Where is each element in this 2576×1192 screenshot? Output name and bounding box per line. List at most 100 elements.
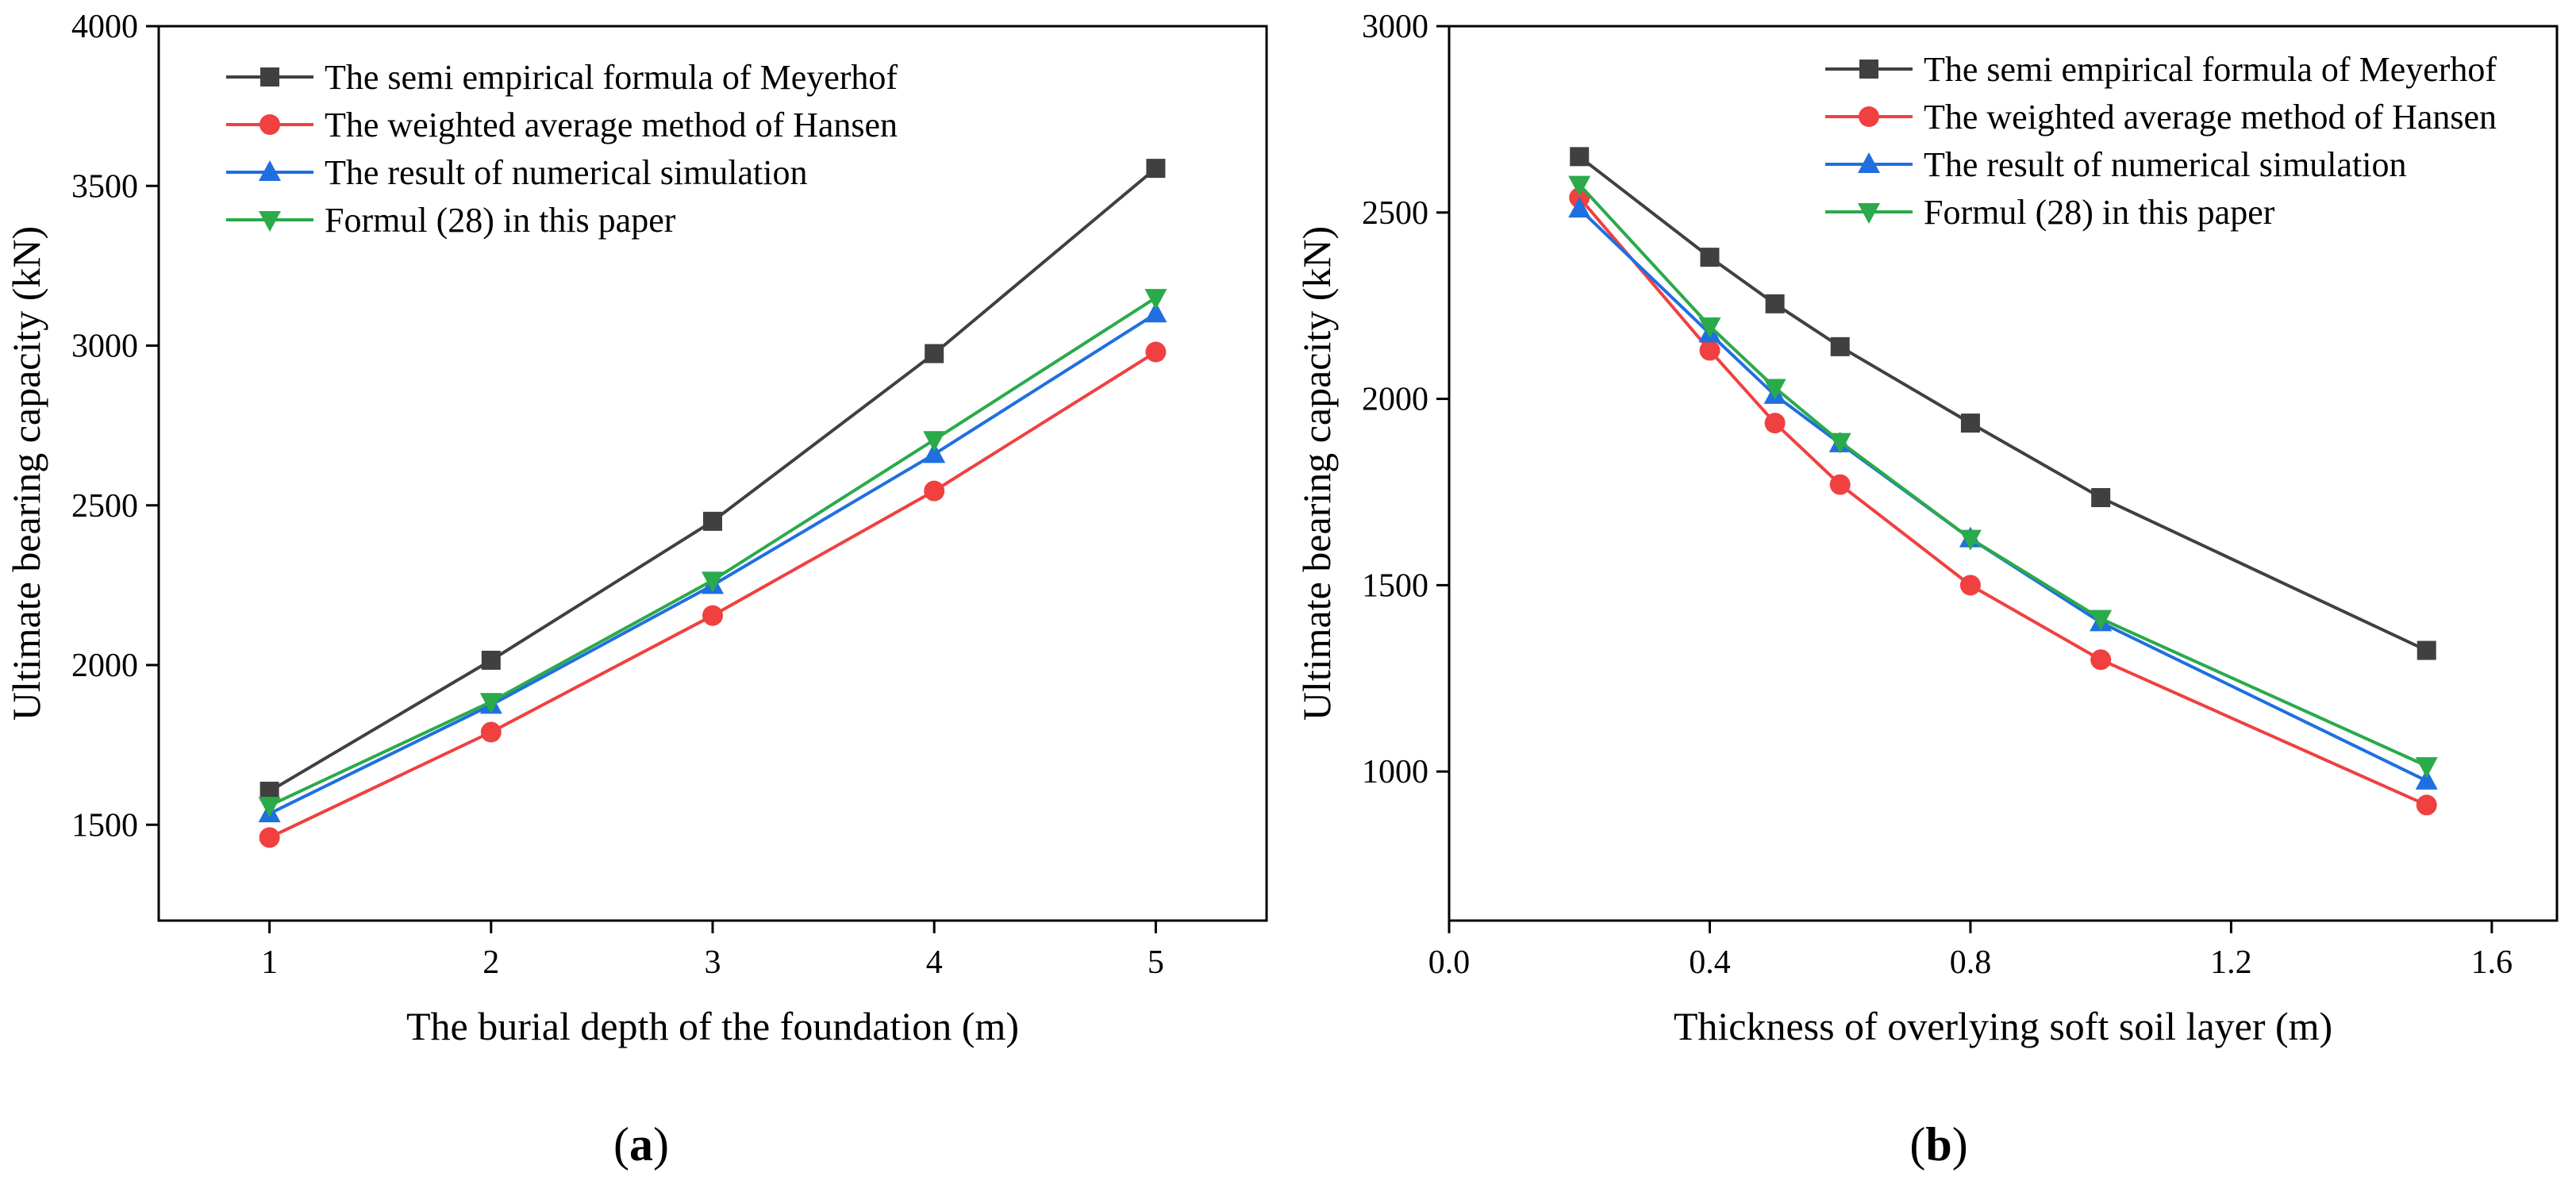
panel-b-data-point <box>2090 609 2113 631</box>
panel-a-y-tick-label: 3500 <box>71 168 138 205</box>
panel-a-series-the-semi-empirical-formula-of-meyerhof <box>260 159 1166 801</box>
panel-a-caption: (a) <box>613 1118 669 1171</box>
panel-b-data-point <box>2416 794 2437 816</box>
panel-b-series-formul-28-in-this-paper <box>1568 175 2438 779</box>
panel-a-y-axis-title: Ultimate bearing capacity (kN) <box>4 226 48 721</box>
panel-b-y-tick-label: 1500 <box>1362 567 1428 604</box>
panel-a-y-tick-label: 3000 <box>71 329 138 365</box>
panel-a-data-point <box>479 693 502 714</box>
panel-a-data-point <box>923 442 946 463</box>
panel-b-data-point <box>1765 294 1785 313</box>
panel-a-series-line <box>268 167 1157 793</box>
panel-b-y-tick-label: 3000 <box>1362 9 1428 45</box>
panel-b-legend-marker <box>1858 203 1880 224</box>
panel-b-series-line <box>1578 183 2428 767</box>
panel-b-data-point <box>1959 529 1982 551</box>
panel-a-y-tick-label: 4000 <box>71 9 138 45</box>
panel-a-legend: The semi empirical formula of Meyerhof Th… <box>226 58 898 240</box>
panel-a-legend-label: The semi empirical formula of Meyerhof <box>325 58 898 97</box>
panel-b-x-tick-label: 0.8 <box>1950 944 1992 981</box>
panel-a-y-tick-label: 2000 <box>71 648 138 684</box>
panel-a-y-tick-label: 1500 <box>71 807 138 844</box>
panel-b-series-line <box>1578 196 2428 807</box>
panel-b-data-point <box>1829 474 1851 495</box>
panel-b-caption-letter: b <box>1925 1118 1951 1171</box>
panel-b-x-tick-label: 0.4 <box>1689 944 1731 981</box>
panel-a-legend-label: Formul (28) in this paper <box>325 201 676 240</box>
panel-a-data-point <box>480 721 502 743</box>
panel-a-legend-marker <box>260 67 279 87</box>
panel-b-y-tick-label: 1000 <box>1362 754 1428 790</box>
panel-a-data-point <box>923 431 946 452</box>
panel-a-x-tick-label: 2 <box>483 944 499 981</box>
panel-a-legend-label: The result of numerical simulation <box>325 153 808 192</box>
panel-b-legend-label: The weighted average method of Hansen <box>1924 98 2497 137</box>
panel-a-x-tick-label: 1 <box>261 944 278 981</box>
panel-a-data-point <box>702 571 724 593</box>
panel-b-series-the-semi-empirical-formula-of-meyerhof <box>1570 147 2436 660</box>
panel-b-x-tick-label: 1.6 <box>2471 944 2513 981</box>
panel-b-legend-marker <box>1859 106 1879 127</box>
panel-b-legend-marker <box>1858 152 1880 173</box>
panel-b-data-point <box>2091 488 2111 508</box>
panel-a-data-point <box>1146 159 1166 179</box>
panel-b-data-point <box>2416 640 2436 660</box>
panel-a-data-point <box>259 827 280 848</box>
panel-b-y-axis-title: Ultimate bearing capacity (kN) <box>1294 226 1339 721</box>
panel-a-data-point <box>702 605 723 626</box>
panel-a-x-tick-label: 4 <box>926 944 943 981</box>
panel-a-data-point <box>1144 302 1167 323</box>
panel-a-legend-label: The weighted average method of Hansen <box>325 106 898 144</box>
panel-b-data-point <box>1959 575 1981 596</box>
panel-a-data-point <box>258 797 281 818</box>
panel-a-caption-letter: a <box>629 1118 653 1171</box>
panel-b-data-point <box>1764 413 1786 434</box>
panel-a-legend-marker <box>259 160 281 181</box>
panel-b-y-tick-label: 2500 <box>1362 195 1428 232</box>
panel-b-data-point <box>2415 768 2438 790</box>
panel-b-chart: (b) 0.0 0.4 0.8 1.2 1.6 1000 1500 2000 2500 3000 T… <box>1294 9 2559 1171</box>
panel-b-legend: The semi empirical formula of Meyerhof Th… <box>1825 50 2497 232</box>
panel-b-data-point <box>1828 433 1851 454</box>
panel-b-series-line <box>1578 207 2428 782</box>
panel-b-data-point <box>2090 649 2112 671</box>
panel-a-data-point <box>703 511 722 531</box>
panel-a-x-axis-title: The burial depth of the foundation (m) <box>406 1004 1019 1048</box>
panel-b-plot-frame <box>1448 25 2559 922</box>
panel-b-legend-label: Formul (28) in this paper <box>1924 193 2275 232</box>
panel-a-legend-marker <box>260 114 280 135</box>
panel-b-data-point <box>2415 757 2438 779</box>
panel-b-data-point <box>1698 317 1721 339</box>
panel-a-data-point <box>1145 341 1167 363</box>
panel-b-data-point <box>1570 147 1590 167</box>
panel-a-legend-marker <box>259 211 281 232</box>
panel-a-series-line <box>268 312 1157 815</box>
panel-b-data-point <box>1700 248 1720 267</box>
panel-a-series-the-weighted-average-method-of-hansen <box>259 341 1167 848</box>
panel-a-data-point <box>1144 289 1167 310</box>
panel-b-data-point <box>1960 413 1980 433</box>
panel-b-series-the-result-of-numerical-simulation <box>1568 197 2438 790</box>
panel-a-x-tick-label: 5 <box>1148 944 1164 981</box>
panel-a-x-tick-label: 3 <box>705 944 721 981</box>
panel-b-data-point <box>1830 336 1850 356</box>
panel-b-y-tick-label: 2000 <box>1362 382 1428 418</box>
panel-a-data-point <box>925 344 944 363</box>
panel-b-caption: (b) <box>1909 1118 1967 1171</box>
panel-a-series-formul-28-in-this-paper <box>258 289 1167 818</box>
panel-b-data-point <box>1699 340 1721 361</box>
panel-b-x-tick-label: 1.2 <box>2210 944 2252 981</box>
panel-b-x-axis-title: Thickness of overlying soft soil layer (… <box>1674 1004 2332 1048</box>
panel-b-legend-marker <box>1859 60 1878 79</box>
panel-b-data-point <box>1568 197 1591 218</box>
panel-b-data-point <box>1568 175 1591 197</box>
panel-b-data-point <box>1763 379 1786 400</box>
panel-a-series-line <box>268 350 1157 840</box>
panel-b-legend-label: The result of numerical simulation <box>1924 145 2407 184</box>
panel-a-data-point <box>924 480 945 502</box>
panel-a-data-point <box>481 650 501 670</box>
panel-a-series-line <box>268 296 1157 807</box>
panel-a-chart: (a) 1 2 3 4 5 1500 2000 2500 3000 3500 4000 The bur… <box>4 9 1268 1171</box>
panel-a-y-tick-label: 2500 <box>71 488 138 525</box>
